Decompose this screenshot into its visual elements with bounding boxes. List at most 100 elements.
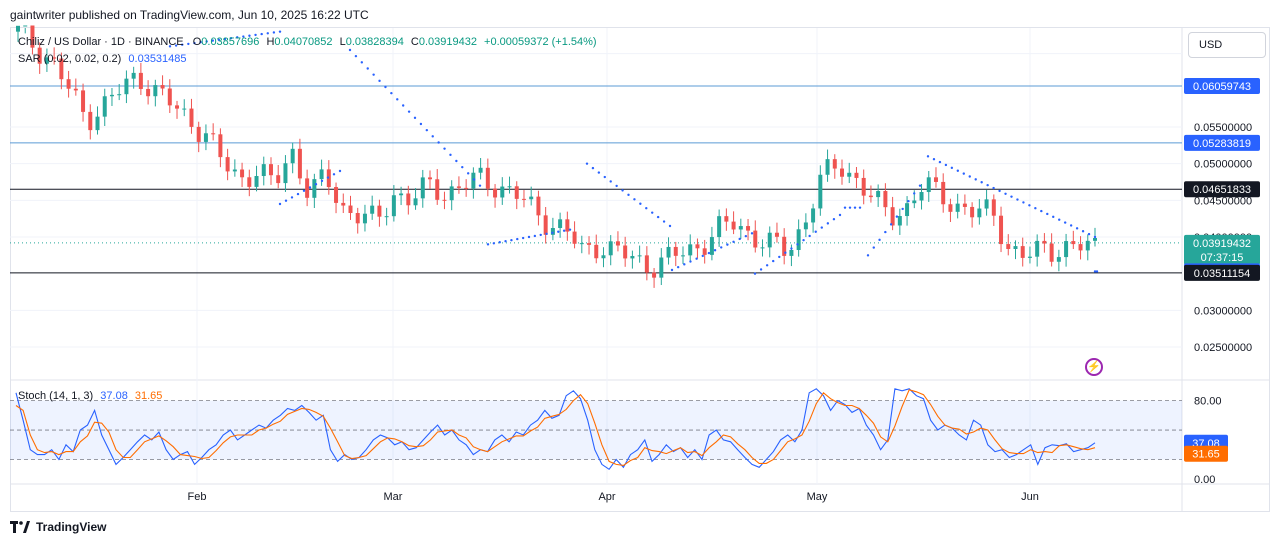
sar-dot [1081,230,1085,233]
sar-dot [360,61,364,64]
stoch-k-value: 37.08 [100,390,128,402]
sar-dot [314,183,318,186]
candle-body [594,244,599,259]
candle-body [919,192,924,201]
price-label-text: 0.05283819 [1193,138,1251,150]
candle-body [471,172,476,189]
candle-body [840,168,845,177]
candle-body [999,215,1004,245]
sar-dot [521,236,525,240]
sar-dot [701,254,704,258]
sar-dot [455,159,458,163]
candle-body [948,204,953,212]
sar-dot [615,184,618,188]
sar-dot [510,238,513,242]
sar-dot [808,234,811,238]
candle-body [81,90,86,112]
sar-dot [621,189,624,192]
candle-body [615,241,620,246]
stoch-label: Stoch (14, 1, 3) [18,390,94,402]
sar-dot [187,42,190,46]
sar-dot [1040,209,1043,213]
sar-dot [814,230,817,233]
sar-dot [968,175,971,178]
candle-body [59,58,64,80]
sar-dot [753,272,757,275]
publisher-header: gaintwriter published on TradingView.com… [10,8,369,22]
sar-dot [378,79,381,83]
candle-body [709,237,714,255]
price-label-badge [1184,234,1260,265]
candle-body [623,245,628,259]
sar-dot [1095,270,1099,273]
candles [16,25,1097,288]
price-label-badge [1184,264,1260,281]
sar-dot [242,35,245,38]
price-tick-label: 0.05000000 [1194,159,1252,171]
stoch-d-badge [1184,445,1228,462]
candle-body [442,199,447,201]
candle-body [52,57,57,59]
sar-dot [486,243,490,246]
sar-dot [907,199,910,203]
sar-dot [726,243,729,246]
sar-dot [838,213,842,217]
candle-body [587,243,592,245]
candle-body [558,219,563,229]
sar-dot [901,207,904,211]
sar-dot [1093,270,1097,273]
candle-body [1027,256,1032,258]
sar-dot [765,264,769,267]
candle-body [276,175,281,184]
candle-body [1071,241,1076,245]
sar-dot [732,240,735,243]
candle-body [991,199,996,216]
candle-body [493,188,498,198]
candle-body [724,216,729,222]
candle-body [832,159,837,169]
sar-dot [223,37,227,41]
sar-dot [884,230,887,234]
sar-dot [662,220,666,223]
sar-dot [557,230,560,233]
candle-body [847,172,852,177]
sar-dot [858,206,862,209]
lightning-icon[interactable]: ⚡ [1085,358,1103,376]
candle-body [883,191,888,208]
sar-dot [974,178,977,181]
price-label-text: 0.04651833 [1193,184,1251,196]
symbol-title: Chiliz / US Dollar · 1D · BINANCE [18,36,184,48]
candle-body [485,167,490,189]
candle-body [348,205,353,214]
sar-dot [1010,195,1013,198]
sar-dot [272,31,276,34]
sar-dot [796,243,799,246]
candle-body [811,208,816,223]
candle-body [218,134,223,158]
stoch-d-value: 31.65 [134,390,163,402]
open-label: O [192,36,202,48]
candle-body [254,176,259,187]
candle-body [572,231,577,244]
candle-body [746,226,751,231]
candle-body [1056,257,1061,262]
candle-body [420,177,425,199]
currency-selector[interactable]: USD [1188,32,1266,58]
footer-brand[interactable]: TradingView [10,520,106,534]
candle-body [355,213,360,224]
candle-body [579,243,584,245]
candle-body [203,133,208,142]
sar-dot [229,36,233,40]
candle-body [905,203,910,217]
candle-body [608,241,613,256]
sar-dot [413,116,417,120]
sar-dot [492,242,496,245]
price-label-text: 0.03919432 [1193,238,1251,250]
candle-body [695,244,700,249]
sar-dot [895,215,899,218]
candle-body [521,198,526,200]
tradingview-logo-icon [10,521,30,533]
candle-body [261,164,266,177]
candle-body [630,256,635,259]
